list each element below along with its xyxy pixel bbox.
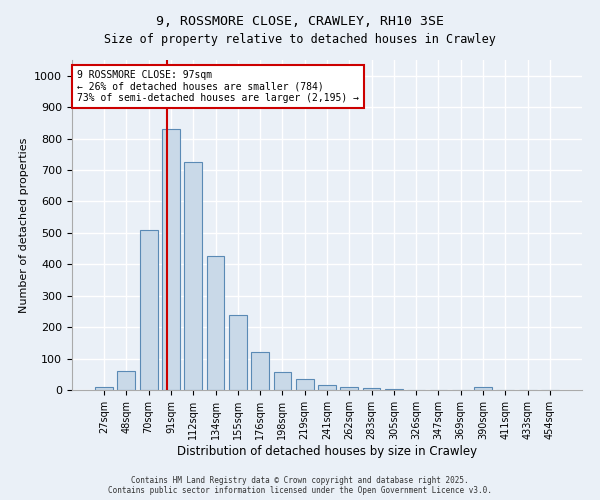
Bar [251, 352, 269, 390]
Bar [184, 162, 202, 390]
Bar [385, 389, 403, 390]
Bar [206, 256, 224, 390]
Y-axis label: Number of detached properties: Number of detached properties [19, 138, 29, 312]
Text: 9, ROSSMORE CLOSE, CRAWLEY, RH10 3SE: 9, ROSSMORE CLOSE, CRAWLEY, RH10 3SE [156, 15, 444, 28]
Bar [95, 387, 113, 390]
Bar [274, 372, 292, 390]
Bar [362, 388, 380, 390]
X-axis label: Distribution of detached houses by size in Crawley: Distribution of detached houses by size … [177, 444, 477, 458]
Bar [229, 314, 247, 390]
Text: Contains HM Land Registry data © Crown copyright and database right 2025.
Contai: Contains HM Land Registry data © Crown c… [108, 476, 492, 495]
Bar [140, 230, 158, 390]
Bar [118, 371, 136, 390]
Text: Size of property relative to detached houses in Crawley: Size of property relative to detached ho… [104, 32, 496, 46]
Text: 9 ROSSMORE CLOSE: 97sqm
← 26% of detached houses are smaller (784)
73% of semi-d: 9 ROSSMORE CLOSE: 97sqm ← 26% of detache… [77, 70, 359, 103]
Bar [340, 387, 358, 390]
Bar [162, 129, 180, 390]
Bar [474, 388, 492, 390]
Bar [318, 386, 336, 390]
Bar [296, 379, 314, 390]
